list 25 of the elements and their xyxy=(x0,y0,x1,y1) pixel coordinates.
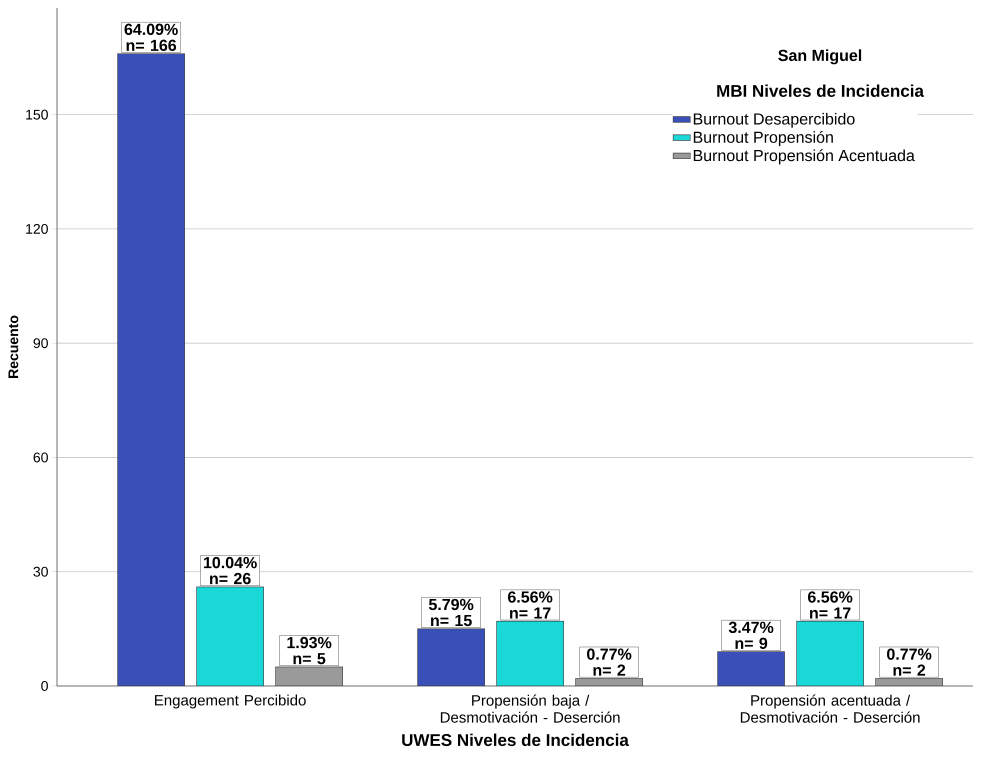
data-label: 0.77% n= 2 xyxy=(587,648,632,676)
data-label: 64.09% n= 166 xyxy=(124,24,178,51)
legend-label: Burnout Propensión Acentuada xyxy=(694,149,915,164)
text: San Miguel xyxy=(778,49,862,64)
data-label: 5.79% n= 15 xyxy=(428,598,474,626)
x-tick-label: Propensión baja / Desmotivación - Deserción xyxy=(440,694,620,723)
legend-label: Burnout Desapercibido xyxy=(694,112,855,128)
data-label: 10.04% n= 26 xyxy=(204,556,257,584)
data-label: 0.77% n= 2 xyxy=(887,648,932,676)
x-axis-title: UWES Niveles de Incidencia xyxy=(402,734,629,746)
y-tick-label: 150 xyxy=(26,110,48,120)
y-axis-title: Recuento xyxy=(8,316,18,378)
data-label: 1.93% n= 5 xyxy=(287,636,332,664)
y-tick-label: 60 xyxy=(34,452,48,462)
y-tick-label: 120 xyxy=(26,224,48,234)
legend-title: MBI Niveles de Incidencia xyxy=(717,84,924,97)
y-tick-label: 0 xyxy=(41,681,48,691)
y-tick-label: 90 xyxy=(34,338,48,348)
x-tick-label: Propensión acentuada / Desmotivación - Deserción xyxy=(740,694,920,723)
y-tick-label: 30 xyxy=(33,566,48,577)
legend-label: Burnout Propensión xyxy=(694,130,833,146)
x-tick-label: Engagement Percibido xyxy=(155,694,306,708)
data-label: 6.56% n= 17 xyxy=(808,591,852,619)
data-label: 3.47% n= 9 xyxy=(728,622,774,650)
data-label: 6.56% n= 17 xyxy=(508,591,552,619)
